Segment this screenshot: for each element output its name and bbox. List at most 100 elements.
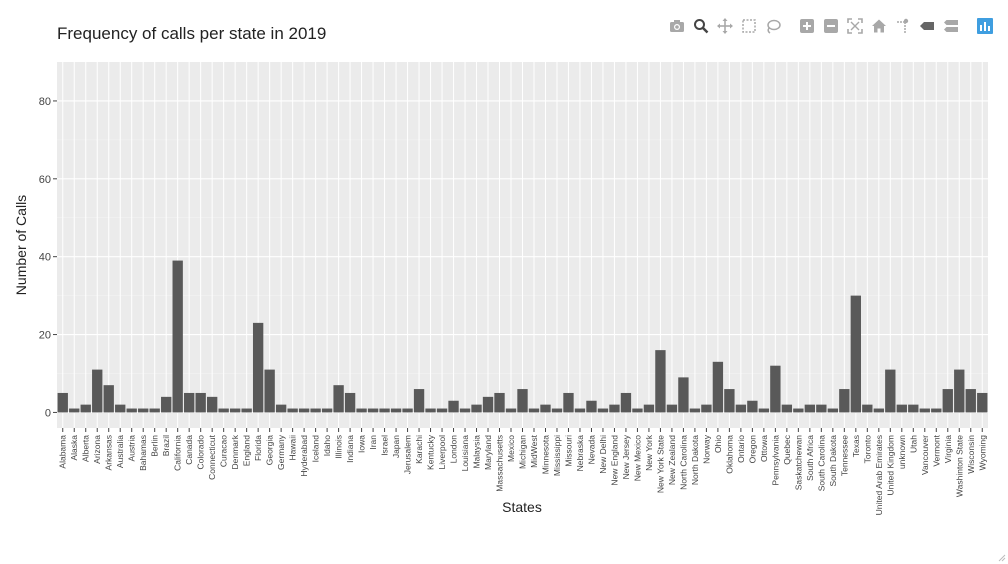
bar[interactable]: [643, 404, 655, 413]
bar[interactable]: [206, 396, 218, 413]
bar[interactable]: [528, 408, 540, 413]
bar[interactable]: [747, 400, 758, 413]
bar[interactable]: [850, 295, 861, 413]
bar[interactable]: [126, 408, 137, 413]
bar[interactable]: [597, 408, 609, 413]
bar[interactable]: [241, 408, 252, 413]
bar[interactable]: [678, 377, 689, 413]
bar[interactable]: [620, 392, 632, 413]
bar[interactable]: [919, 408, 930, 413]
bar[interactable]: [149, 408, 160, 413]
bar[interactable]: [184, 392, 195, 413]
x-tick-label: Florida: [253, 435, 263, 461]
bar[interactable]: [310, 408, 321, 413]
bar[interactable]: [436, 408, 448, 413]
bar[interactable]: [804, 404, 816, 413]
zoom-button[interactable]: [692, 16, 710, 36]
bar[interactable]: [275, 404, 287, 413]
spike-lines-button[interactable]: [894, 16, 912, 36]
bar[interactable]: [689, 408, 701, 413]
bar[interactable]: [793, 408, 804, 413]
bar[interactable]: [356, 408, 367, 413]
bar[interactable]: [517, 389, 528, 413]
bar[interactable]: [505, 408, 517, 413]
bar[interactable]: [448, 400, 459, 413]
bar[interactable]: [287, 408, 298, 413]
bar[interactable]: [770, 365, 781, 413]
bar[interactable]: [954, 369, 965, 413]
plotly-logo-link[interactable]: [976, 16, 994, 36]
bar[interactable]: [862, 404, 873, 413]
box-select-button[interactable]: [740, 16, 758, 36]
bar[interactable]: [482, 396, 494, 413]
bar[interactable]: [367, 408, 379, 413]
bar[interactable]: [609, 404, 620, 413]
x-tick-label: Alabama: [58, 435, 68, 469]
y-axis: 0 20 40 60 80: [39, 96, 57, 419]
bar[interactable]: [218, 408, 229, 413]
bar[interactable]: [321, 408, 333, 413]
bar[interactable]: [229, 408, 241, 413]
bar[interactable]: [540, 404, 551, 413]
bar[interactable]: [390, 408, 402, 413]
bar[interactable]: [839, 389, 850, 413]
bar[interactable]: [471, 404, 482, 413]
bar[interactable]: [494, 392, 505, 413]
bar[interactable]: [701, 404, 712, 413]
bar[interactable]: [69, 408, 80, 413]
bar[interactable]: [931, 408, 942, 413]
bar[interactable]: [712, 361, 724, 413]
autoscale-button[interactable]: [846, 16, 864, 36]
bar[interactable]: [57, 392, 68, 413]
bar[interactable]: [574, 408, 586, 413]
bar[interactable]: [402, 408, 413, 413]
bar[interactable]: [965, 389, 976, 413]
bar[interactable]: [735, 404, 747, 413]
bar[interactable]: [413, 389, 425, 413]
pan-button[interactable]: [716, 16, 734, 36]
lasso-select-button[interactable]: [764, 16, 782, 36]
x-tick-label: Iowa: [357, 435, 367, 453]
bar[interactable]: [758, 408, 770, 413]
bar[interactable]: [873, 408, 884, 413]
zoom-out-button[interactable]: [822, 16, 840, 36]
bar[interactable]: [459, 408, 471, 413]
bar[interactable]: [816, 404, 827, 413]
bar[interactable]: [425, 408, 436, 413]
bar[interactable]: [138, 408, 149, 413]
bar[interactable]: [264, 369, 275, 413]
reset-axes-button[interactable]: [870, 16, 888, 36]
bar[interactable]: [344, 392, 356, 413]
download-png-button[interactable]: [668, 16, 686, 36]
bar[interactable]: [92, 369, 103, 413]
bar[interactable]: [896, 404, 907, 413]
bar[interactable]: [885, 369, 896, 413]
bar[interactable]: [655, 350, 666, 413]
hover-compare-button[interactable]: [942, 16, 960, 36]
bar[interactable]: [172, 260, 183, 413]
bar[interactable]: [908, 404, 919, 413]
bar[interactable]: [252, 322, 264, 413]
bar[interactable]: [781, 404, 793, 413]
bar[interactable]: [942, 389, 953, 413]
zoom-in-button[interactable]: [798, 16, 816, 36]
bar[interactable]: [379, 408, 390, 413]
hover-closest-button[interactable]: [918, 16, 936, 36]
bar[interactable]: [298, 408, 310, 413]
bar[interactable]: [115, 404, 126, 413]
bar[interactable]: [563, 392, 574, 413]
bar[interactable]: [551, 408, 563, 413]
bar[interactable]: [103, 385, 114, 413]
bar[interactable]: [724, 389, 735, 413]
bar[interactable]: [586, 400, 597, 413]
bar[interactable]: [666, 404, 678, 413]
bar[interactable]: [827, 408, 839, 413]
bar[interactable]: [80, 404, 91, 413]
resize-handle[interactable]: [998, 554, 1006, 562]
bar[interactable]: [333, 385, 344, 413]
bar[interactable]: [195, 392, 206, 413]
bar[interactable]: [632, 408, 643, 413]
bar[interactable]: [977, 392, 988, 413]
bar[interactable]: [161, 396, 172, 413]
